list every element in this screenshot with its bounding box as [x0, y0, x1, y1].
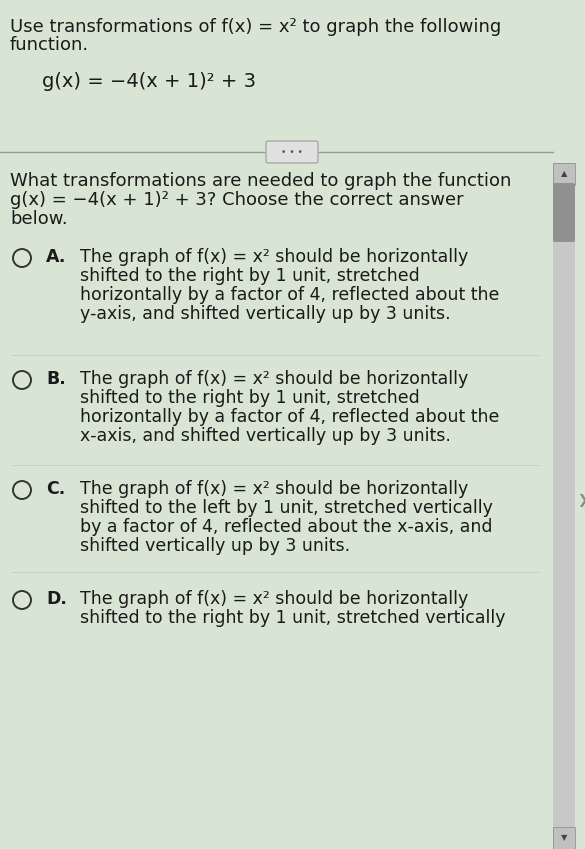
Text: D.: D.	[46, 590, 67, 608]
Text: The graph of f(x) = x² should be horizontally: The graph of f(x) = x² should be horizon…	[80, 248, 468, 266]
Text: by a factor of 4, reflected about the x-axis, and: by a factor of 4, reflected about the x-…	[80, 518, 493, 536]
FancyBboxPatch shape	[553, 163, 575, 849]
Text: function.: function.	[10, 36, 89, 54]
Text: shifted to the right by 1 unit, stretched vertically: shifted to the right by 1 unit, stretche…	[80, 609, 505, 627]
Text: Use transformations of f(x) = x² to graph the following: Use transformations of f(x) = x² to grap…	[10, 18, 501, 36]
Text: C.: C.	[46, 480, 66, 498]
Text: horizontally by a factor of 4, reflected about the: horizontally by a factor of 4, reflected…	[80, 408, 500, 426]
Text: • • •: • • •	[281, 148, 303, 156]
Text: horizontally by a factor of 4, reflected about the: horizontally by a factor of 4, reflected…	[80, 286, 500, 304]
Text: A.: A.	[46, 248, 66, 266]
Text: ❯: ❯	[577, 493, 585, 507]
Text: What transformations are needed to graph the function: What transformations are needed to graph…	[10, 172, 511, 190]
Text: shifted to the right by 1 unit, stretched: shifted to the right by 1 unit, stretche…	[80, 267, 420, 285]
Text: The graph of f(x) = x² should be horizontally: The graph of f(x) = x² should be horizon…	[80, 370, 468, 388]
Text: The graph of f(x) = x² should be horizontally: The graph of f(x) = x² should be horizon…	[80, 480, 468, 498]
Text: below.: below.	[10, 210, 68, 228]
FancyBboxPatch shape	[553, 163, 575, 185]
Text: B.: B.	[46, 370, 66, 388]
Text: shifted vertically up by 3 units.: shifted vertically up by 3 units.	[80, 537, 350, 555]
Text: The graph of f(x) = x² should be horizontally: The graph of f(x) = x² should be horizon…	[80, 590, 468, 608]
FancyBboxPatch shape	[553, 827, 575, 849]
Text: shifted to the right by 1 unit, stretched: shifted to the right by 1 unit, stretche…	[80, 389, 420, 407]
Text: x-axis, and shifted vertically up by 3 units.: x-axis, and shifted vertically up by 3 u…	[80, 427, 451, 445]
FancyBboxPatch shape	[553, 183, 575, 242]
Text: ▲: ▲	[561, 170, 567, 178]
Text: shifted to the left by 1 unit, stretched vertically: shifted to the left by 1 unit, stretched…	[80, 499, 493, 517]
FancyBboxPatch shape	[266, 141, 318, 163]
Text: y-axis, and shifted vertically up by 3 units.: y-axis, and shifted vertically up by 3 u…	[80, 305, 450, 323]
Text: g(x) = −4(x + 1)² + 3: g(x) = −4(x + 1)² + 3	[42, 72, 256, 91]
Text: ▼: ▼	[561, 834, 567, 842]
Text: g(x) = −4(x + 1)² + 3? Choose the correct answer: g(x) = −4(x + 1)² + 3? Choose the correc…	[10, 191, 464, 209]
